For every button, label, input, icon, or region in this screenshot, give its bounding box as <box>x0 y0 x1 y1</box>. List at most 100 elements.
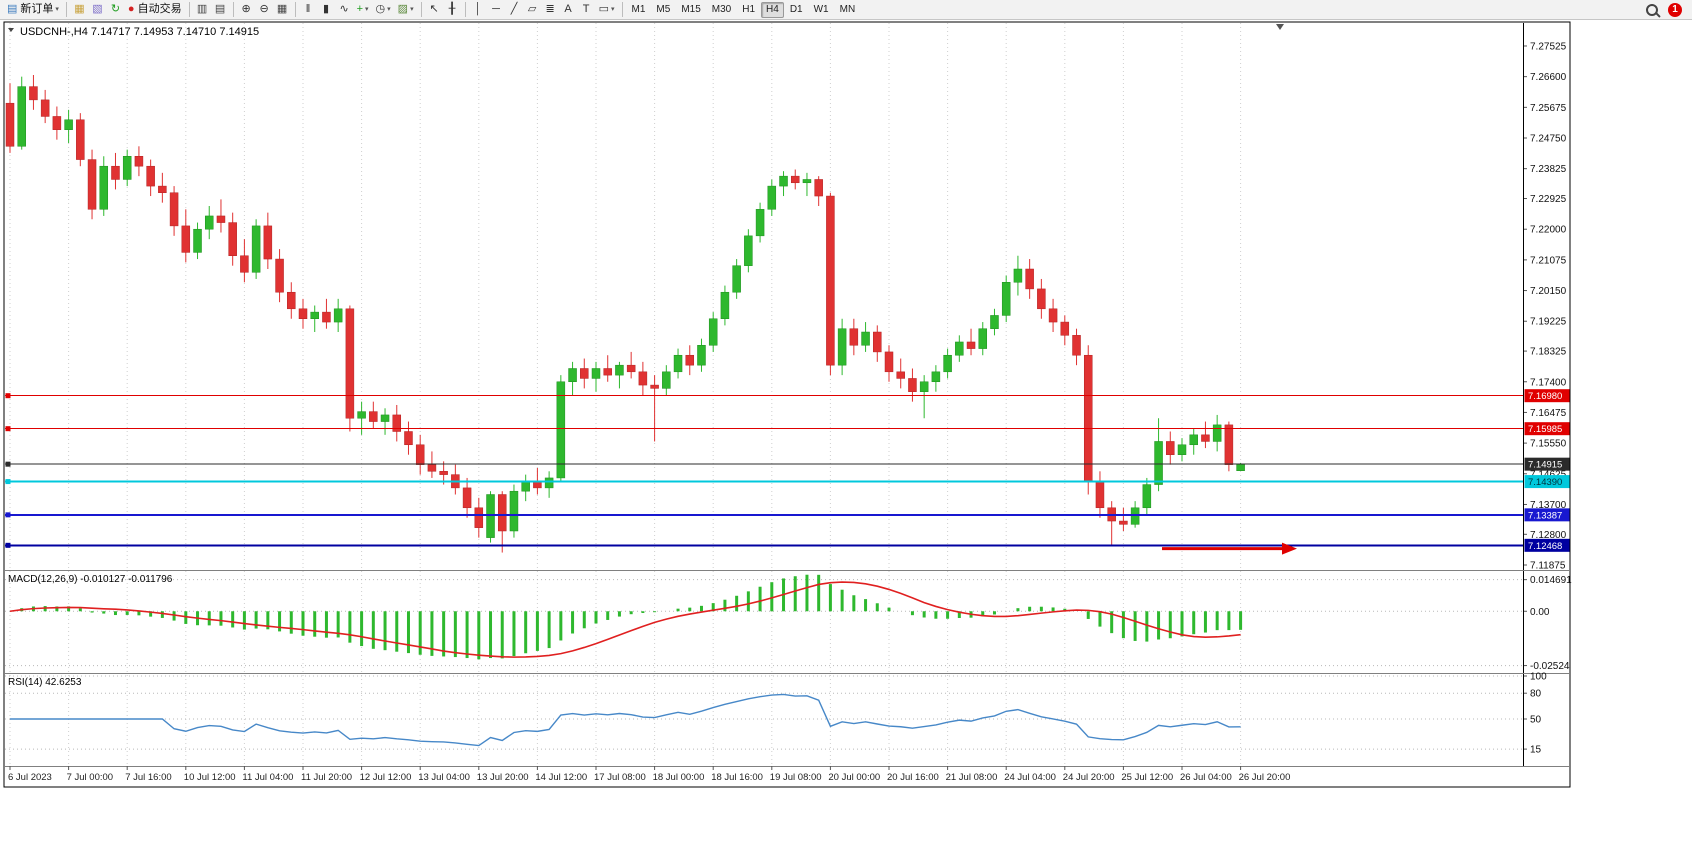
time-axis-label: 7 Jul 00:00 <box>67 772 113 783</box>
candle-body <box>603 368 612 376</box>
notification-badge[interactable]: 1 <box>1668 2 1682 17</box>
price-tag: 7.14390 <box>1524 475 1570 489</box>
macd-axis-label: -0.02524 <box>1530 661 1570 672</box>
timeframe-m15[interactable]: M15 <box>676 2 705 18</box>
price-axis-label: 7.22000 <box>1530 225 1567 236</box>
rsi-label: RSI(14) 42.6253 <box>8 677 82 688</box>
rsi-panel[interactable]: 100 80 50 15 RSI(14) 42.6253 <box>5 672 1547 756</box>
indicators-button[interactable]: + ▾ <box>354 1 372 18</box>
price-tag-label: 7.14390 <box>1528 477 1562 488</box>
candlestick-chart-button[interactable]: ▮ <box>318 1 335 18</box>
arrow-annotation[interactable] <box>1162 542 1297 555</box>
trendline-button[interactable]: ╱ <box>506 1 523 18</box>
text-label-icon: T <box>582 3 590 15</box>
candle-body <box>697 345 706 366</box>
price-axis-label: 7.25675 <box>1530 103 1567 114</box>
horizontal-line-button[interactable]: ─ <box>488 1 505 18</box>
candle-body <box>1177 444 1187 455</box>
candle-body <box>662 371 671 389</box>
candle-body <box>873 331 882 353</box>
timeframe-m1[interactable]: M1 <box>627 2 651 18</box>
candle-body <box>755 209 765 237</box>
profiles-button[interactable]: ▧ <box>89 1 106 18</box>
candle-body <box>861 331 870 346</box>
candle-body <box>76 119 85 160</box>
candle-body <box>919 381 929 392</box>
timeframe-m5[interactable]: M5 <box>651 2 675 18</box>
candle-body <box>908 378 917 392</box>
refresh-button[interactable]: ↻ <box>107 1 124 18</box>
channel-button[interactable]: ▱ <box>524 1 541 18</box>
timeframe-buttons: M1 M5 M15 M30 H1 H4 D1 W1 MN <box>627 1 861 18</box>
text-button[interactable]: A <box>560 1 577 18</box>
chart-canvas[interactable]: USDCNH-,H4 7.14717 7.14953 7.14710 7.149… <box>0 20 1692 850</box>
time-axis-label: 18 Jul 16:00 <box>711 772 763 783</box>
toolbar-buttons: ▤ 新订单 ▾ ▦ ▧ ↻ ● 自动交易 ▥ ▤ ⊕ ⊖ ▦ ‖ ▮ ∿ + ▾ ◷ ▾ ▨ ▾ ↖ ╂ │ ─ ╱ ▱ ≣ A T ▭ ▾ <box>4 1 626 18</box>
candle-body <box>544 477 554 489</box>
chevron-down-icon: ▾ <box>387 6 391 13</box>
bar-chart-button[interactable]: ‖ <box>300 1 317 18</box>
search-button[interactable] <box>1643 1 1661 18</box>
timeframe-m30[interactable]: M30 <box>707 2 736 18</box>
candle-body <box>1083 354 1093 482</box>
chart-window[interactable]: USDCNH-,H4 7.14717 7.14953 7.14710 7.149… <box>0 20 1692 850</box>
candle-body <box>650 384 659 389</box>
horizontal-line-icon: ─ <box>492 3 500 15</box>
price-tag-bg <box>1524 457 1570 471</box>
tile-windows-button[interactable]: ▥ <box>194 1 211 18</box>
line-chart-button[interactable]: ∿ <box>336 1 353 18</box>
candle-body <box>29 86 38 101</box>
new-order-button[interactable]: ▤ 新订单 ▾ <box>4 1 62 18</box>
time-axis[interactable]: 6 Jul 2023 7 Jul 00:00 7 Jul 16:00 10 Jul 1… <box>8 766 1290 783</box>
timeframe-d1[interactable]: D1 <box>785 2 808 18</box>
candle-body <box>1060 321 1070 336</box>
price-tag-label: 7.14915 <box>1528 460 1562 471</box>
toolbar-separator <box>294 2 296 17</box>
tile-grid-button[interactable]: ▦ <box>274 1 291 18</box>
candle-body <box>591 368 601 379</box>
candle-body <box>626 364 636 373</box>
candle-body <box>790 175 800 184</box>
periods-button[interactable]: ◷ ▾ <box>373 1 394 18</box>
fibonacci-button[interactable]: ≣ <box>542 1 559 18</box>
timeframe-w1[interactable]: W1 <box>809 2 834 18</box>
toolbar-right: 1 <box>1643 1 1682 18</box>
macd-panel[interactable]: 0.014691 0.00 -0.02524 MACD(12,26,9) -0.010… <box>5 574 1572 672</box>
toolbar-separator <box>188 2 190 17</box>
templates-button[interactable]: ▨ ▾ <box>395 1 417 18</box>
rsi-axis-label: 15 <box>1530 745 1542 756</box>
candle-body <box>122 156 132 180</box>
timeframe-mn[interactable]: MN <box>835 2 861 18</box>
candle-body <box>1001 282 1011 316</box>
time-axis-label: 14 Jul 12:00 <box>535 772 587 783</box>
text-label-button[interactable]: T <box>578 1 595 18</box>
vertical-line-button[interactable]: │ <box>470 1 487 18</box>
price-axis[interactable]: 7.27525 7.26600 7.25675 7.24750 7.23825 7.229… <box>1524 41 1567 571</box>
timeframe-h1[interactable]: H1 <box>737 2 760 18</box>
candle-body <box>87 159 97 210</box>
zoom-in-button[interactable]: ⊕ <box>238 1 255 18</box>
price-tag-bg <box>1524 475 1570 489</box>
macd-label: MACD(12,26,9) -0.010127 -0.011796 <box>8 574 173 585</box>
chart-menu-icon[interactable] <box>8 28 14 32</box>
candle-body <box>931 371 941 383</box>
candle-body <box>955 341 964 356</box>
timeframe-h4[interactable]: H4 <box>761 1 784 18</box>
zoom-out-button[interactable]: ⊖ <box>256 1 273 18</box>
candle-body <box>240 255 249 273</box>
crosshair-button[interactable]: ╂ <box>444 1 461 18</box>
charts-button[interactable]: ▦ <box>71 1 88 18</box>
candle-body <box>708 318 718 346</box>
candle-body <box>486 494 495 538</box>
autotrading-button[interactable]: ● 自动交易 <box>125 1 185 18</box>
channel-icon: ▱ <box>527 3 537 15</box>
price-tag-bg <box>1524 389 1570 403</box>
shapes-button[interactable]: ▭ ▾ <box>596 1 618 18</box>
cursor-button[interactable]: ↖ <box>426 1 443 18</box>
candle-body <box>1142 484 1152 509</box>
price-axis-label: 7.12800 <box>1530 530 1567 541</box>
candle-body <box>404 431 413 446</box>
cascade-windows-button[interactable]: ▤ <box>212 1 229 18</box>
candle-body <box>40 99 50 117</box>
price-tag-label: 7.12468 <box>1528 541 1562 552</box>
